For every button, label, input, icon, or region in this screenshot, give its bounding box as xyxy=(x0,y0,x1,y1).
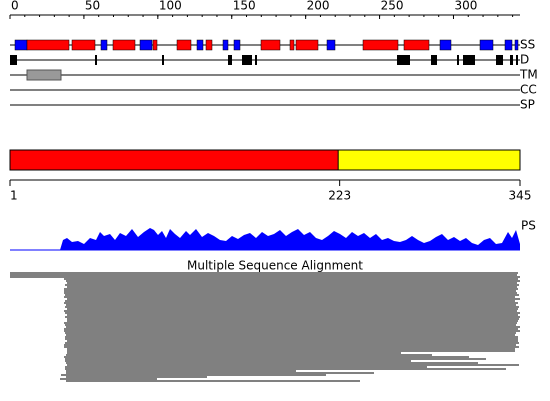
disorder-region xyxy=(431,55,437,65)
ss-element xyxy=(439,39,452,51)
ss-element xyxy=(326,39,336,51)
ss-element xyxy=(295,39,319,51)
conservation-label: PS xyxy=(521,219,536,233)
ss-element xyxy=(176,39,192,51)
disorder xyxy=(10,55,518,65)
track-label: SP xyxy=(520,98,535,112)
disorder-region xyxy=(10,55,17,65)
disorder-region xyxy=(463,55,475,65)
disorder-region xyxy=(516,55,518,65)
scale-label: 100 xyxy=(159,0,182,13)
disorder-region xyxy=(457,55,459,65)
ss-element xyxy=(222,39,229,51)
alignment-title: Multiple Sequence Alignment xyxy=(187,259,363,273)
domain xyxy=(9,149,341,171)
track-label: CC xyxy=(520,83,537,97)
scale-label: 250 xyxy=(381,0,404,13)
disorder-region xyxy=(510,55,513,65)
ss-element xyxy=(71,39,96,51)
scale-label: 150 xyxy=(233,0,256,13)
track-label: SS xyxy=(520,38,535,52)
disorder-region xyxy=(242,55,252,65)
ss-element xyxy=(26,39,70,51)
boundary-label: 223 xyxy=(328,189,351,203)
conservation-area xyxy=(10,228,520,250)
ss-element xyxy=(205,39,213,51)
ss-element xyxy=(479,39,494,51)
ss-element xyxy=(152,39,158,51)
ss-element xyxy=(504,39,513,51)
track-label: TM xyxy=(519,68,538,82)
ss-element xyxy=(112,39,136,51)
ss-element xyxy=(403,39,430,51)
ss-element xyxy=(139,39,153,51)
domain xyxy=(337,149,521,171)
track-label: D xyxy=(520,53,529,67)
disorder-region xyxy=(496,55,503,65)
ss-element xyxy=(196,39,204,51)
scale-label: 50 xyxy=(85,0,100,13)
alignment-lines xyxy=(10,272,520,382)
secondary-structure xyxy=(14,39,519,51)
ss-element xyxy=(233,39,241,51)
boundary-label: 345 xyxy=(509,189,532,203)
disorder-region xyxy=(228,55,232,65)
ss-element xyxy=(514,39,519,51)
ss-element xyxy=(362,39,399,51)
ss-element xyxy=(14,39,28,51)
scale-label: 200 xyxy=(307,0,330,13)
disorder-region xyxy=(95,55,97,65)
ss-element xyxy=(100,39,108,51)
ss-element xyxy=(260,39,281,51)
ss-element xyxy=(289,39,295,51)
tm-segment xyxy=(26,69,62,81)
scale-label: 0 xyxy=(11,0,19,13)
disorder-region xyxy=(397,55,410,65)
disorder-region xyxy=(162,55,164,65)
scale-label: 300 xyxy=(454,0,477,13)
boundary-label: 1 xyxy=(10,189,18,203)
tracks xyxy=(10,44,520,106)
disorder-region xyxy=(255,55,257,65)
